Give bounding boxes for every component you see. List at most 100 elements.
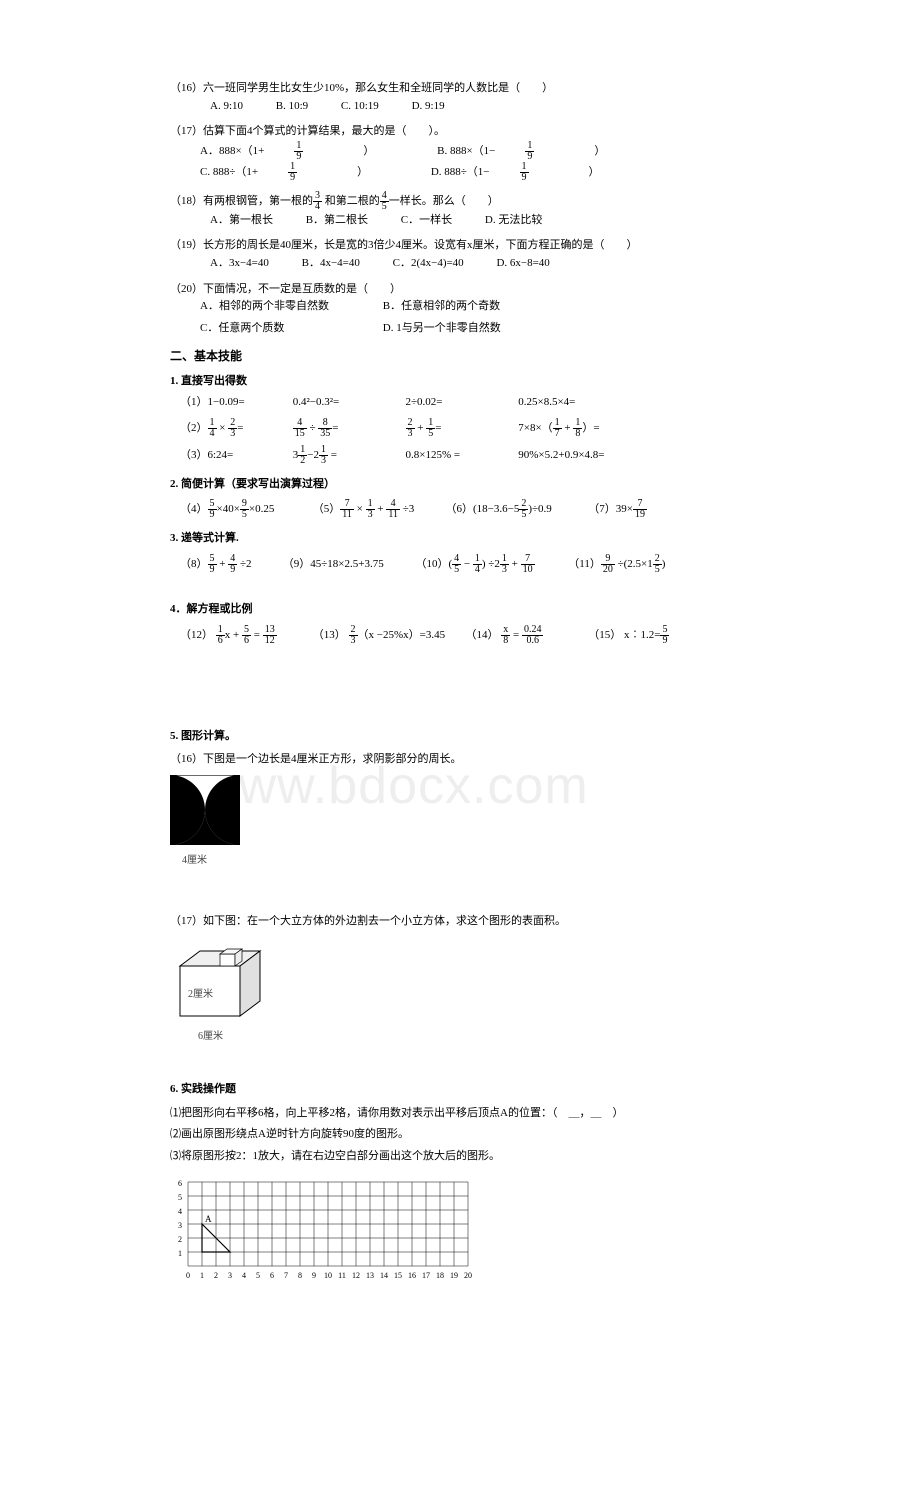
fig16-label: 4厘米 (170, 853, 740, 869)
p5: （5）711 × 13 + 411 ÷3 (313, 499, 443, 520)
q18-opt-a: A．第一根长 (210, 212, 273, 230)
q18-opt-c: C．一样长 (401, 212, 452, 230)
q17-2-text: （17）如下图：在一个大立方体的外边割去一个小立方体，求这个图形的表面积。 (170, 913, 740, 931)
svg-text:20: 20 (464, 1271, 472, 1280)
s1-row1: （1）1−0.09= 0.4²−0.3²= 2÷0.02= 0.25×8.5×4… (170, 394, 740, 412)
q19-text: （19）长方形的周长是40厘米，长是宽的3倍少4厘米。设宽有x厘米，下面方程正确… (170, 237, 740, 255)
svg-text:15: 15 (394, 1271, 402, 1280)
s2-head: 2. 简便计算（要求写出演算过程） (170, 476, 740, 494)
svg-text:11: 11 (338, 1271, 346, 1280)
s6-l2: ⑵画出原图形绕点A逆时针方向旋转90度的图形。 (170, 1126, 740, 1144)
q17-opt-d: D. 888÷（1−19） (431, 162, 630, 183)
p10: （10）(45 − 14) ÷213 + 710 (416, 554, 566, 575)
svg-text:0: 0 (186, 1271, 190, 1280)
s1r2c: 23 + 15= (406, 418, 516, 439)
svg-text:16: 16 (408, 1271, 416, 1280)
svg-text:10: 10 (324, 1271, 332, 1280)
q17-opt-c: C. 888÷（1+19） (200, 162, 398, 183)
svg-text:17: 17 (422, 1271, 430, 1280)
p11: （11）920 ÷(2.5×125) (568, 554, 678, 575)
svg-text:14: 14 (380, 1271, 388, 1280)
q19-opt-d: D. 6x−8=40 (496, 255, 549, 273)
p14: （14） x8 = 0.240.6 (466, 625, 586, 646)
q20-opt-a: A．相邻的两个非零自然数 (200, 298, 380, 316)
s1r1a: （1）1−0.09= (180, 394, 290, 412)
q16: （16）六一班同学男生比女生少10%，那么女生和全班同学的人数比是（ ） A. … (170, 80, 740, 115)
svg-text:18: 18 (436, 1271, 444, 1280)
q19: （19）长方形的周长是40厘米，长是宽的3倍少4厘米。设宽有x厘米，下面方程正确… (170, 237, 740, 272)
s1r2b: 415 ÷ 835= (293, 418, 403, 439)
q20-text: （20）下面情况，不一定是互质数的是（ ） (170, 281, 740, 299)
s6-head: 6. 实践操作题 (170, 1081, 740, 1099)
q20-opt-b: B．任意相邻的两个奇数 (383, 300, 500, 312)
q18-text: （18）有两根钢管，第一根的34 和第二根的45一样长。那么（ ） (170, 191, 740, 212)
p7: （7）39×719 (588, 499, 698, 520)
q16-opt-d: D. 9:19 (412, 98, 445, 116)
s6-l1: ⑴把图形向右平移6格，向上平移2格，请你用数对表示出平移后顶点A的位置：（ ＿，… (170, 1105, 740, 1123)
figure-17-cube (170, 946, 280, 1021)
svg-text:2: 2 (214, 1271, 218, 1280)
q17-opt-b: B. 888×（1−19） (437, 141, 635, 162)
svg-text:2: 2 (178, 1235, 182, 1244)
q16-opt-a: A. 9:10 (210, 98, 243, 116)
s1r3c: 0.8×125% = (406, 447, 516, 465)
p4: （4）59×40×95×0.25 (180, 499, 310, 520)
q18: （18）有两根钢管，第一根的34 和第二根的45一样长。那么（ ） A．第一根长… (170, 191, 740, 230)
s1r2a: （2）14 × 23= (180, 418, 290, 439)
svg-text:19: 19 (450, 1271, 458, 1280)
svg-text:4: 4 (178, 1207, 182, 1216)
svg-text:8: 8 (298, 1271, 302, 1280)
s1-head: 1. 直接写出得数 (170, 373, 740, 391)
s5-head: 5. 图形计算。 (170, 728, 740, 746)
figure-16-square (170, 775, 240, 845)
q17: （17）估算下面4个算式的计算结果，最大的是（ ）。 A．888×（1+19） … (170, 123, 740, 183)
svg-text:1: 1 (178, 1249, 182, 1258)
q17-opt-a: A．888×（1+19） (200, 141, 404, 162)
s4-row: （12） 16x + 56 = 1312 （13） 23（x −25%x）=3.… (170, 625, 740, 646)
svg-text:4: 4 (242, 1271, 246, 1280)
s1r2d: 7×8×（17 + 18）= (518, 418, 628, 439)
fig17-bottom-label: 6厘米 (170, 1029, 280, 1045)
s1r1d: 0.25×8.5×4= (518, 394, 628, 412)
q16-2-text: （16）下图是一个边长是4厘米正方形，求阴影部分的周长。 (170, 751, 740, 769)
svg-text:A: A (205, 1214, 212, 1224)
svg-text:1: 1 (200, 1271, 204, 1280)
p8: （8）59 + 49 ÷2 (180, 554, 280, 575)
q19-opt-b: B．4x−4=40 (302, 255, 360, 273)
svg-text:7: 7 (284, 1271, 288, 1280)
svg-text:9: 9 (312, 1271, 316, 1280)
s1-row2: （2）14 × 23= 415 ÷ 835= 23 + 15= 7×8×（17 … (170, 418, 740, 439)
svg-text:12: 12 (352, 1271, 360, 1280)
svg-text:13: 13 (366, 1271, 374, 1280)
svg-text:3: 3 (178, 1221, 182, 1230)
q19-opt-c: C．2(4x−4)=40 (393, 255, 464, 273)
q16-opt-b: B. 10:9 (276, 98, 308, 116)
p12: （12） 16x + 56 = 1312 (180, 625, 310, 646)
svg-text:5: 5 (178, 1193, 182, 1202)
s2-row: （4）59×40×95×0.25 （5）711 × 13 + 411 ÷3 （6… (170, 499, 740, 520)
q17-text: （17）估算下面4个算式的计算结果，最大的是（ ）。 (170, 123, 740, 141)
q18-opt-b: B．第二根长 (306, 212, 368, 230)
q18-opt-d: D. 无法比较 (485, 212, 542, 230)
p9: （9）45÷18×2.5+3.75 (283, 556, 413, 574)
p13: （13） 23（x −25%x）=3.45 (313, 625, 463, 646)
q16-text: （16）六一班同学男生比女生少10%，那么女生和全班同学的人数比是（ ） (170, 80, 740, 98)
section2-head: 二、基本技能 (170, 347, 740, 366)
s1r3a: （3）6:24= (180, 447, 290, 465)
q16-opt-c: C. 10:19 (341, 98, 379, 116)
p15: （15） x︰1.2=59 (588, 625, 698, 646)
svg-text:6: 6 (178, 1179, 182, 1188)
s3-row: （8）59 + 49 ÷2 （9）45÷18×2.5+3.75 （10）(45 … (170, 554, 740, 575)
s1r3b: 312−213 = (293, 445, 403, 466)
svg-text:3: 3 (228, 1271, 232, 1280)
s1-row3: （3）6:24= 312−213 = 0.8×125% = 90%×5.2+0.… (170, 445, 740, 466)
s4-head: 4．解方程或比例 (170, 601, 740, 619)
exam-content: （16）六一班同学男生比女生少10%，那么女生和全班同学的人数比是（ ） A. … (170, 80, 740, 1284)
q20: （20）下面情况，不一定是互质数的是（ ） A．相邻的两个非零自然数 B．任意相… (170, 281, 740, 338)
s6-l3: ⑶将原图形按2：1放大，请在右边空白部分画出这个放大后的图形。 (170, 1148, 740, 1166)
figure-grid: 01234567891011121314151617181920123456A (170, 1174, 476, 1284)
s1r1c: 2÷0.02= (406, 394, 516, 412)
p6: （6）(18−3.6−525)÷0.9 (446, 499, 586, 520)
q19-opt-a: A．3x−4=40 (210, 255, 269, 273)
s1r1b: 0.4²−0.3²= (293, 394, 403, 412)
